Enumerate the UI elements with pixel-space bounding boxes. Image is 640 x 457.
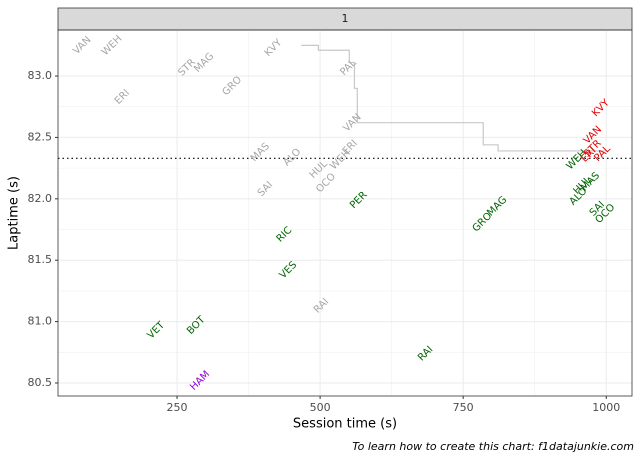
driver-label: MAG [192, 51, 216, 75]
driver-label: VAN [71, 35, 93, 57]
driver-label: ERI [113, 88, 132, 107]
x-tick-label: 250 [167, 401, 188, 414]
driver-label: PER [348, 190, 369, 211]
x-axis-title: Session time (s) [293, 417, 397, 432]
driver-label: KVY [590, 97, 612, 119]
caption: To learn how to create this chart: f1dat… [352, 440, 634, 453]
driver-label: WEH [100, 33, 125, 58]
driver-label: KVY [263, 37, 285, 59]
y-tick-label: 81.5 [28, 253, 53, 266]
y-tick-label: 83.0 [28, 69, 53, 82]
y-tick-label: 82.0 [28, 192, 53, 205]
y-tick-label: 81.0 [28, 315, 53, 328]
driver-label: RAI [416, 344, 435, 363]
driver-label: SAI [256, 180, 275, 199]
x-tick-label: 750 [453, 401, 474, 414]
driver-label: ALO [281, 146, 303, 168]
driver-label: RAI [312, 296, 331, 315]
driver-label: BOT [185, 314, 208, 337]
driver-label: MAG [485, 195, 509, 219]
driver-label: MAS [249, 141, 272, 164]
y-axis-title: Laptime (s) [7, 176, 22, 250]
driver-label: GRO [220, 74, 244, 98]
y-tick-label: 80.5 [28, 376, 53, 389]
driver-label: VET [146, 319, 168, 341]
driver-label: HAM [188, 369, 212, 393]
driver-label: RIC [275, 225, 295, 245]
best-lap-step-line [301, 44, 607, 152]
driver-label: VES [278, 260, 300, 282]
y-tick-label: 82.5 [28, 130, 53, 143]
driver-label: PAL [338, 57, 359, 78]
x-tick-label: 500 [310, 401, 331, 414]
x-tick-label: 1000 [592, 401, 620, 414]
strip-label: 1 [342, 12, 349, 25]
panel-border [57, 29, 633, 397]
